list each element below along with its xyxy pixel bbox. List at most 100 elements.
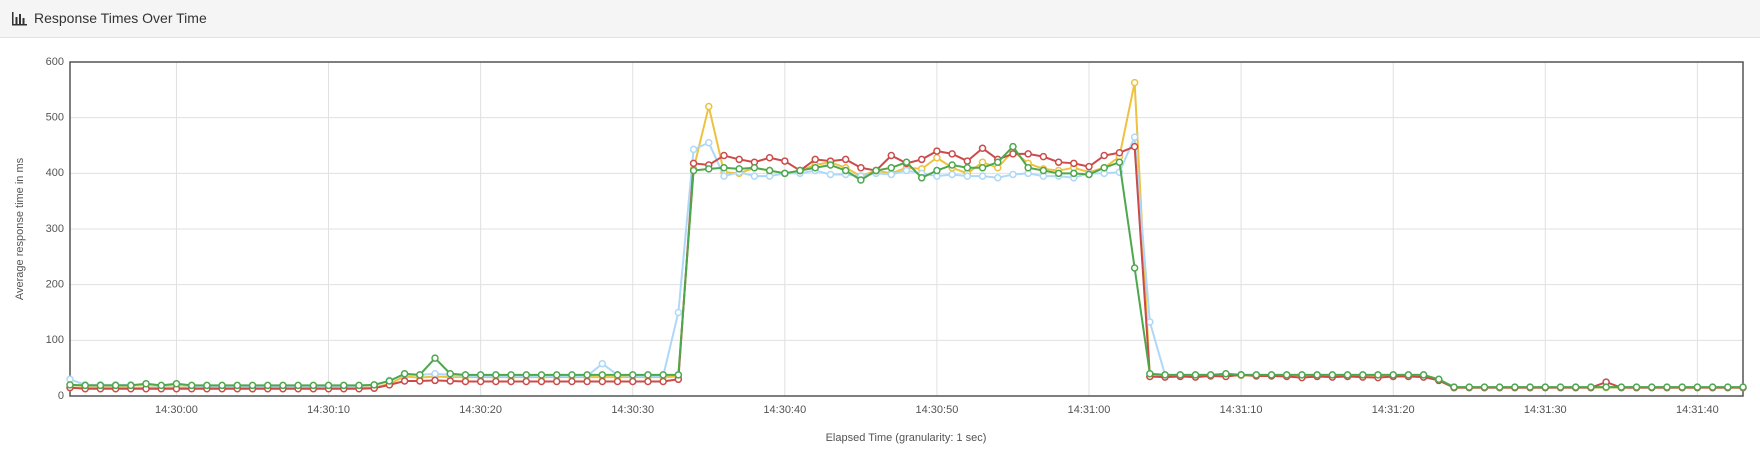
point <box>1587 383 1595 391</box>
point <box>705 102 713 111</box>
point <box>613 371 622 379</box>
point <box>1146 318 1154 326</box>
point <box>263 381 272 390</box>
point <box>309 381 318 390</box>
y-axis-title: Average response time in ms <box>14 157 26 300</box>
point <box>1374 371 1382 379</box>
point <box>1617 383 1626 391</box>
point <box>1313 371 1321 379</box>
point <box>1419 371 1428 379</box>
y-tick-label: 600 <box>46 56 64 68</box>
point <box>1724 383 1732 391</box>
point <box>461 377 470 386</box>
point <box>1693 383 1702 391</box>
point <box>370 381 378 389</box>
point <box>568 377 576 386</box>
point <box>948 150 956 158</box>
point <box>689 159 698 168</box>
point <box>750 164 759 172</box>
point <box>172 380 181 388</box>
point <box>1009 142 1017 151</box>
point <box>1039 152 1048 161</box>
point <box>781 169 789 178</box>
point <box>689 166 698 175</box>
point <box>1161 371 1169 379</box>
point <box>1526 383 1534 391</box>
point <box>416 371 424 379</box>
point <box>1404 371 1413 379</box>
point <box>583 377 591 386</box>
point <box>902 158 911 166</box>
point <box>933 166 941 175</box>
point <box>811 164 819 172</box>
point <box>1191 371 1200 379</box>
point <box>476 377 485 386</box>
point <box>142 380 150 388</box>
x-tick-label: 14:31:30 <box>1524 404 1567 416</box>
point <box>917 174 926 182</box>
point <box>1176 371 1185 379</box>
point <box>1222 369 1230 378</box>
point <box>492 371 500 379</box>
x-tick-label: 14:30:30 <box>611 404 654 416</box>
point <box>872 166 880 175</box>
point <box>1085 170 1093 179</box>
point <box>887 164 896 172</box>
point <box>613 377 622 386</box>
point <box>994 174 1002 182</box>
point <box>294 381 302 390</box>
point <box>1708 383 1717 391</box>
series-line <box>70 82 1743 389</box>
point <box>1435 375 1443 384</box>
point <box>568 371 576 379</box>
point <box>400 369 409 378</box>
panel-header[interactable]: Response Times Over Time <box>0 0 1760 38</box>
point <box>674 371 683 379</box>
point <box>735 155 743 164</box>
point <box>522 377 531 386</box>
point <box>1130 142 1139 151</box>
point <box>1678 383 1686 391</box>
point <box>826 170 835 179</box>
y-tick-label: 400 <box>46 167 64 179</box>
point <box>933 147 941 155</box>
y-tick-label: 500 <box>46 112 64 124</box>
point <box>735 165 743 173</box>
point <box>340 381 348 390</box>
point <box>324 381 333 390</box>
point <box>248 381 257 390</box>
y-tick-label: 200 <box>46 279 64 291</box>
point <box>81 381 89 390</box>
point <box>644 371 652 379</box>
point <box>1602 383 1610 391</box>
point <box>507 377 515 386</box>
point <box>1146 369 1154 378</box>
x-tick-label: 14:31:00 <box>1068 404 1111 416</box>
point <box>1206 371 1215 379</box>
point <box>522 371 531 379</box>
y-tick-label: 100 <box>46 334 64 346</box>
point <box>750 172 759 180</box>
point <box>218 381 226 390</box>
point <box>552 371 561 379</box>
point <box>416 377 424 385</box>
point <box>1465 383 1473 391</box>
point <box>431 369 439 378</box>
point <box>203 381 211 390</box>
series-line <box>69 145 1743 389</box>
point <box>887 170 896 179</box>
point <box>400 377 409 385</box>
point <box>1632 383 1641 391</box>
point <box>720 172 728 180</box>
x-tick-label: 14:31:20 <box>1372 404 1415 416</box>
y-tick-label: 0 <box>58 390 64 402</box>
point <box>537 377 546 386</box>
point <box>978 144 987 153</box>
panel-title: Response Times Over Time <box>34 10 207 26</box>
point <box>720 151 728 160</box>
point <box>157 381 166 390</box>
point <box>659 377 667 386</box>
point <box>689 145 698 154</box>
point <box>111 381 120 390</box>
point <box>765 153 774 162</box>
